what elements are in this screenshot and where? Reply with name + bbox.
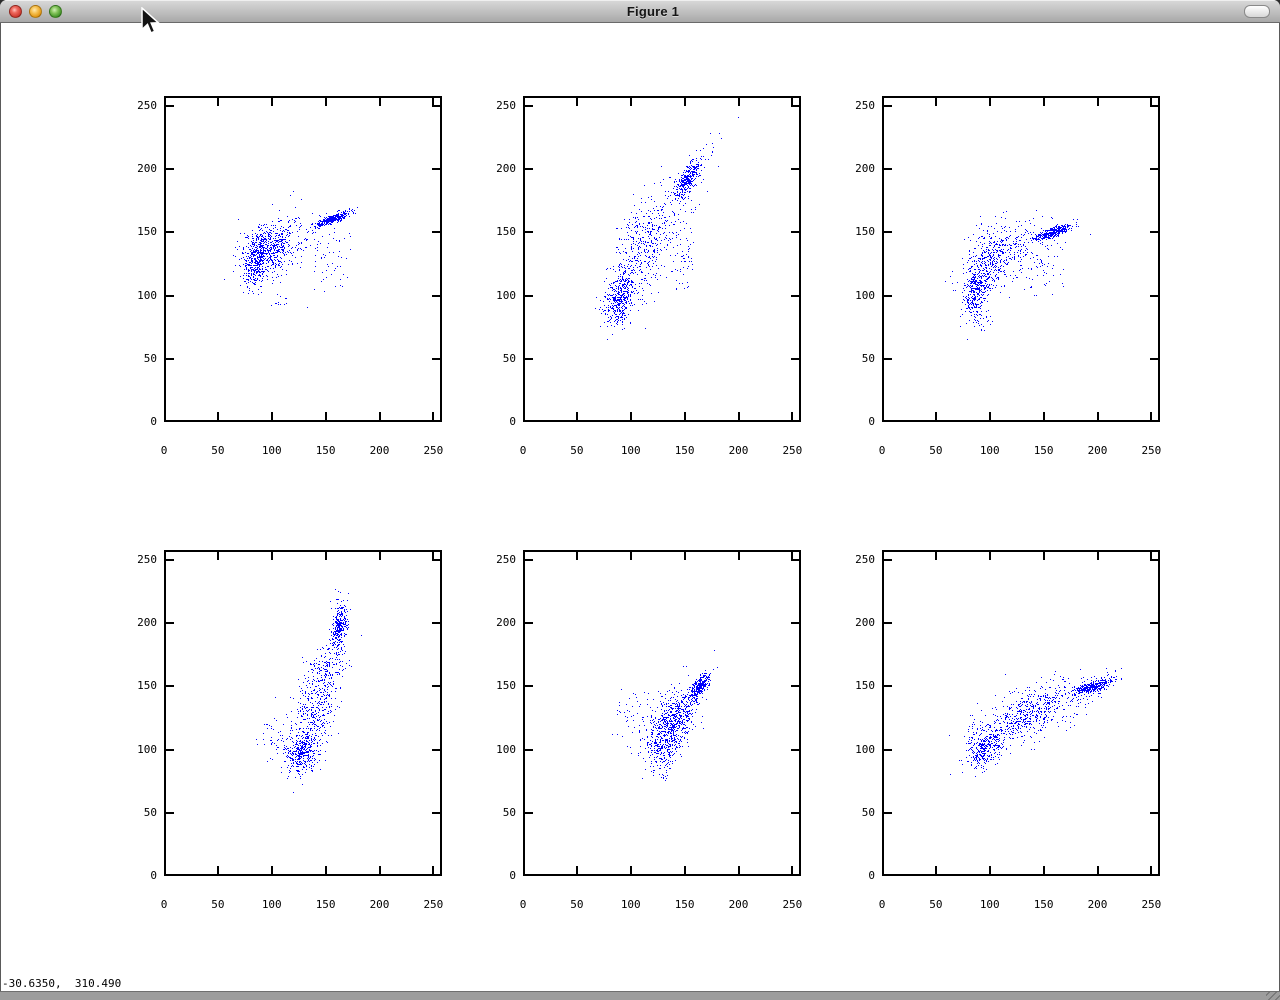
y-tick-label: 50 xyxy=(861,805,875,819)
x-tick-label: 100 xyxy=(261,898,282,911)
scatter-plot-1: 0 50 100 150 200 250 0 50 100 150 200 250 xyxy=(137,96,443,457)
x-tick-label: 250 xyxy=(782,898,803,911)
x-tick-label: 200 xyxy=(728,898,749,911)
x-tick-label: 200 xyxy=(369,898,390,911)
x-tick-label: 150 xyxy=(674,898,695,911)
y-tick-label: 250 xyxy=(496,553,516,567)
zoom-button[interactable] xyxy=(49,4,62,18)
close-button[interactable] xyxy=(9,4,22,18)
x-tick-label: 100 xyxy=(261,444,282,457)
x-tick-label: 0 xyxy=(160,898,168,911)
y-tick-label: 200 xyxy=(137,616,157,630)
y-tick-label: 50 xyxy=(143,805,157,819)
window-title: Figure 1 xyxy=(626,3,680,19)
y-tick-label: 200 xyxy=(496,616,516,630)
plot-canvas xyxy=(523,550,801,876)
x-tick-label: 200 xyxy=(728,444,749,457)
y-tick-label: 250 xyxy=(496,99,516,113)
scatter-plot-6: 0 50 100 150 200 250 0 50 100 150 200 250 xyxy=(855,550,1161,911)
x-tick-label: 50 xyxy=(570,444,584,457)
scatter-plot-3: 0 50 100 150 200 250 0 50 100 150 200 250 xyxy=(855,96,1161,457)
window-bottom-edge xyxy=(0,991,1280,1000)
y-tick-label: 0 xyxy=(150,415,157,428)
x-tick-label: 150 xyxy=(315,444,336,457)
x-tick-label: 100 xyxy=(979,898,1000,911)
coordinate-readout: -30.6350, 310.490 xyxy=(2,977,122,990)
x-tick-label: 100 xyxy=(620,444,641,457)
x-tick-label: 250 xyxy=(1141,898,1162,911)
y-tick-label: 0 xyxy=(150,869,157,882)
x-tick-label: 250 xyxy=(1141,444,1162,457)
x-tick-label: 50 xyxy=(929,444,943,457)
x-tick-label: 100 xyxy=(620,898,641,911)
resize-grip[interactable] xyxy=(1266,992,1280,1000)
y-tick-label: 200 xyxy=(496,162,516,176)
plot-canvas xyxy=(523,96,801,422)
window-controls xyxy=(0,4,62,18)
y-tick-label: 100 xyxy=(137,742,157,756)
x-tick-label: 50 xyxy=(929,898,943,911)
y-tick-label: 0 xyxy=(509,869,516,882)
x-tick-label: 150 xyxy=(1033,898,1054,911)
x-tick-label: 50 xyxy=(570,898,584,911)
y-tick-label: 100 xyxy=(855,288,875,302)
x-tick-label: 0 xyxy=(878,898,886,911)
x-tick-label: 250 xyxy=(423,444,444,457)
x-tick-label: 200 xyxy=(369,444,390,457)
x-tick-label: 50 xyxy=(211,898,225,911)
plot-canvas xyxy=(164,550,442,876)
y-tick-label: 150 xyxy=(855,679,875,693)
x-tick-label: 200 xyxy=(1087,444,1108,457)
toolbar-toggle-button[interactable] xyxy=(1244,4,1270,18)
plot-canvas xyxy=(164,96,442,422)
scatter-plot-5: 0 50 100 150 200 250 0 50 100 150 200 250 xyxy=(496,550,802,911)
x-tick-label: 50 xyxy=(211,444,225,457)
y-tick-label: 50 xyxy=(502,805,516,819)
x-tick-label: 150 xyxy=(1033,444,1054,457)
y-tick-label: 250 xyxy=(137,99,157,113)
x-tick-label: 200 xyxy=(1087,898,1108,911)
y-tick-label: 250 xyxy=(855,553,875,567)
scatter-plot-4: 0 50 100 150 200 250 0 50 100 150 200 250 xyxy=(137,550,443,911)
y-tick-label: 150 xyxy=(855,225,875,239)
y-tick-label: 200 xyxy=(137,162,157,176)
x-tick-label: 0 xyxy=(160,444,168,457)
window-titlebar[interactable]: Figure 1 xyxy=(0,0,1280,23)
x-tick-label: 0 xyxy=(519,898,527,911)
y-tick-label: 250 xyxy=(855,99,875,113)
scatter-plot-2: 0 50 100 150 200 250 0 50 100 150 200 250 xyxy=(496,96,802,457)
x-tick-label: 0 xyxy=(878,444,886,457)
x-tick-label: 150 xyxy=(674,444,695,457)
y-tick-label: 150 xyxy=(137,679,157,693)
y-tick-label: 150 xyxy=(496,679,516,693)
plot-canvas xyxy=(882,550,1160,876)
y-tick-label: 100 xyxy=(855,742,875,756)
y-tick-label: 50 xyxy=(143,351,157,365)
x-tick-label: 150 xyxy=(315,898,336,911)
minimize-button[interactable] xyxy=(29,4,42,18)
y-tick-label: 200 xyxy=(855,162,875,176)
figure-canvas-area: 0 50 100 150 200 250 0 50 100 150 200 250 0 50 100 150… xyxy=(1,23,1279,991)
y-tick-label: 50 xyxy=(502,351,516,365)
y-tick-label: 0 xyxy=(509,415,516,428)
y-tick-label: 200 xyxy=(855,616,875,630)
y-tick-label: 100 xyxy=(137,288,157,302)
y-tick-label: 0 xyxy=(868,415,875,428)
x-tick-label: 250 xyxy=(782,444,803,457)
y-tick-label: 250 xyxy=(137,553,157,567)
plot-canvas xyxy=(882,96,1160,422)
x-tick-label: 0 xyxy=(519,444,527,457)
y-tick-label: 100 xyxy=(496,742,516,756)
y-tick-label: 0 xyxy=(868,869,875,882)
y-tick-label: 150 xyxy=(137,225,157,239)
y-tick-label: 150 xyxy=(496,225,516,239)
x-tick-label: 100 xyxy=(979,444,1000,457)
y-tick-label: 50 xyxy=(861,351,875,365)
y-tick-label: 100 xyxy=(496,288,516,302)
x-tick-label: 250 xyxy=(423,898,444,911)
